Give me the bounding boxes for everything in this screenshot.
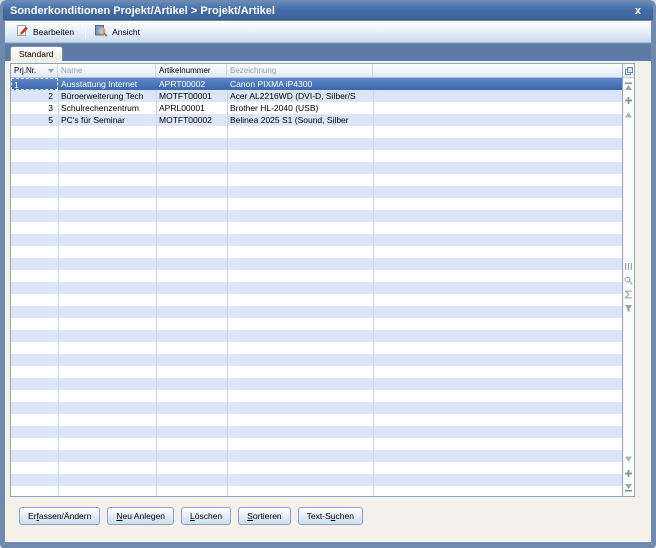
grid-header: Prj.Nr. Name Artikelnummer Bezeichnung xyxy=(11,64,622,78)
tab-strip: Standard xyxy=(5,44,651,61)
view-icon xyxy=(94,24,108,39)
footer-buttons: Erfassen/Ändern Neu Anlegen Löschen Sortier… xyxy=(19,507,363,525)
table-row[interactable]: 1 Ausstattung Internet APRT00002 Canon PIXM… xyxy=(11,78,622,90)
table-row[interactable]: 2 Büroerweiterung Tech MOTFT00001 Acer AL22… xyxy=(11,90,622,102)
tab-standard[interactable]: Standard xyxy=(10,46,63,61)
ansicht-label: Ansicht xyxy=(112,26,140,37)
cell-artikelnummer: MOTFT00001 xyxy=(159,91,212,101)
footer-button-text-suchen[interactable]: Text-Suchen xyxy=(297,507,363,525)
cell-filler xyxy=(373,78,622,90)
bearbeiten-label: Bearbeiten xyxy=(33,26,75,37)
cell-name: Schulrechenzentrum xyxy=(61,103,139,113)
toolbar-separator xyxy=(85,24,87,39)
title-bar: Sonderkonditionen Projekt/Artikel > Proj… xyxy=(3,2,653,20)
close-button[interactable]: x xyxy=(634,4,641,17)
sum-icon[interactable] xyxy=(624,290,633,299)
cell-name: Ausstattung Internet xyxy=(61,79,138,89)
scroll-down-icon[interactable] xyxy=(624,455,633,464)
content-area: Prj.Nr. Name Artikelnummer Bezeichnung 1 Aus… xyxy=(5,61,651,542)
strip-nav-bottom xyxy=(624,451,633,496)
edit-icon xyxy=(16,24,29,39)
cell-bezeichnung: Belinea 2025 S1 (Sound, Silber xyxy=(230,115,349,125)
column-header-prj-nr-[interactable]: Prj.Nr. xyxy=(11,64,58,77)
column-header-label: Prj.Nr. xyxy=(14,66,37,75)
grid-main: Prj.Nr. Name Artikelnummer Bezeichnung 1 Aus… xyxy=(11,64,622,496)
cell-artikelnummer: APRT00002 xyxy=(159,79,206,89)
footer-button-sortieren[interactable]: Sortieren xyxy=(238,507,291,525)
scroll-top-icon[interactable] xyxy=(624,82,633,91)
strip-tools xyxy=(624,258,633,317)
table-row[interactable]: 5 PC's für Seminar MOTFT00002 Belinea 2025 … xyxy=(11,114,622,126)
column-header-bezeichnung[interactable]: Bezeichnung xyxy=(227,64,373,77)
fit-columns-icon[interactable] xyxy=(624,262,633,271)
window-title: Sonderkonditionen Projekt/Artikel > Proj… xyxy=(10,4,275,17)
scroll-up-icon[interactable] xyxy=(624,110,633,119)
footer-button-l-schen[interactable]: Löschen xyxy=(181,507,232,525)
table-row[interactable]: 3 Schulrechenzentrum APRL00001 Brother HL-2… xyxy=(11,102,622,114)
bearbeiten-button[interactable]: Bearbeiten xyxy=(12,21,81,42)
column-header-label: Name xyxy=(61,66,83,75)
cell-bezeichnung: Canon PIXMA iP4300 xyxy=(230,79,313,89)
ansicht-button[interactable]: Ansicht xyxy=(90,21,147,42)
cell-name: Büroerweiterung Tech xyxy=(61,91,144,101)
cell-artikelnummer: MOTFT00002 xyxy=(159,115,212,125)
cell-name: PC's für Seminar xyxy=(61,115,125,125)
grid-body[interactable]: 1 Ausstattung Internet APRT00002 Canon PIXM… xyxy=(11,78,622,496)
search-icon[interactable] xyxy=(624,276,633,285)
filter-icon[interactable] xyxy=(624,304,633,313)
column-header-label: Bezeichnung xyxy=(230,66,277,75)
toolbar: Bearbeiten Ansicht xyxy=(5,21,651,43)
cell-prjnr: 3 xyxy=(48,103,53,113)
cell-artikelnummer: APRL00001 xyxy=(159,103,205,113)
column-header-name[interactable]: Name xyxy=(58,64,156,77)
cell-filler xyxy=(373,102,622,114)
column-header-filler[interactable] xyxy=(373,64,622,77)
sort-desc-icon xyxy=(48,68,54,73)
scroll-bottom-icon[interactable] xyxy=(624,483,633,492)
column-header-label: Artikelnummer xyxy=(159,66,211,75)
grid-side-strip xyxy=(622,64,634,496)
cell-prjnr: 5 xyxy=(48,115,53,125)
insert-row-icon[interactable] xyxy=(624,96,633,105)
footer-button-neu-anlegen[interactable]: Neu Anlegen xyxy=(107,507,175,525)
cell-filler xyxy=(373,114,622,126)
strip-nav-top xyxy=(624,78,633,123)
cell-prjnr: 2 xyxy=(48,91,53,101)
cell-bezeichnung: Acer AL2216WD (DVI-D, Silber/S xyxy=(230,91,356,101)
data-grid: Prj.Nr. Name Artikelnummer Bezeichnung 1 Aus… xyxy=(10,63,635,497)
column-chooser-icon[interactable] xyxy=(623,64,634,78)
append-row-icon[interactable] xyxy=(624,469,633,478)
cell-filler xyxy=(373,90,622,102)
column-header-artikelnummer[interactable]: Artikelnummer xyxy=(156,64,227,77)
footer-button-erfassen-ndern[interactable]: Erfassen/Ändern xyxy=(19,507,101,525)
cell-bezeichnung: Brother HL-2040 (USB) xyxy=(230,103,319,113)
cell-prjnr: 1 xyxy=(11,78,58,90)
